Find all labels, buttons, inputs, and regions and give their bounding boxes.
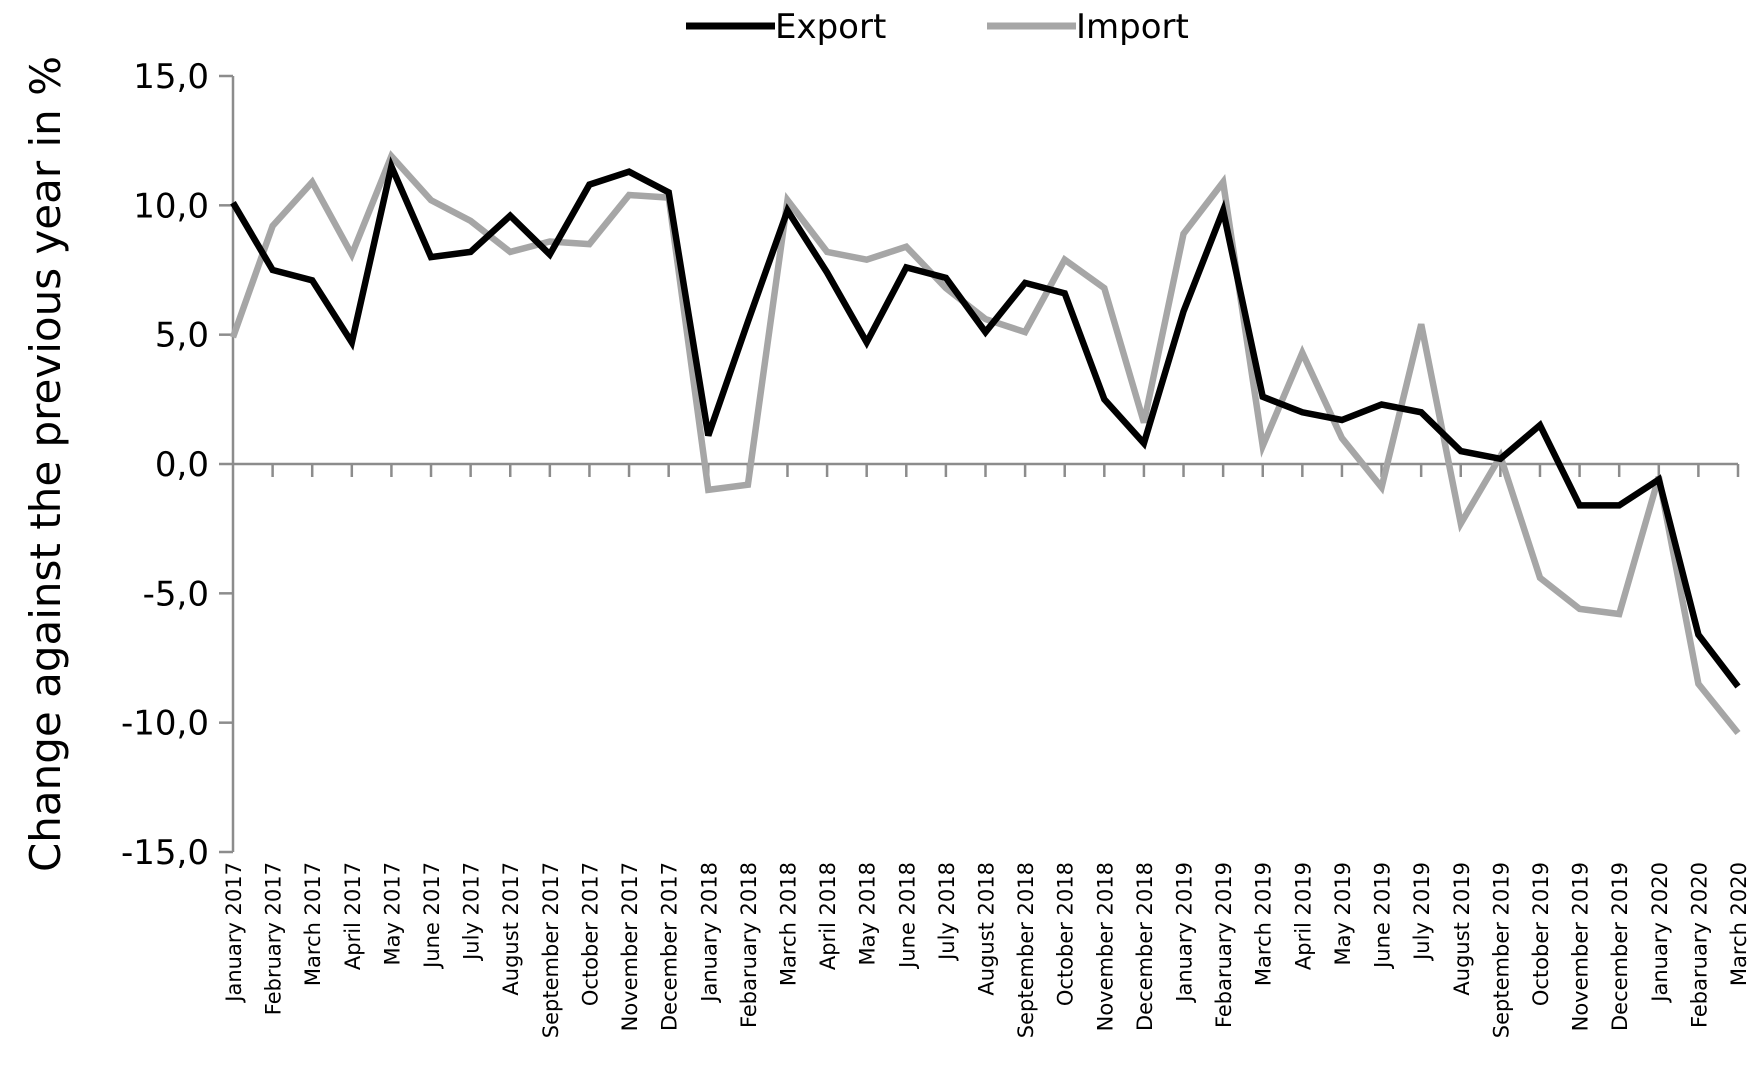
- x-tick-label: October 2017: [578, 862, 602, 1006]
- legend-item-import: Import: [987, 7, 1189, 47]
- x-tick-label: Febaruary 2018: [737, 862, 761, 1028]
- y-tick-label: 10,0: [133, 186, 209, 226]
- x-tick-label: November 2018: [1093, 862, 1117, 1031]
- x-tick-label: September 2018: [1014, 862, 1038, 1038]
- y-tick-label: 0,0: [155, 445, 209, 485]
- x-tick-label: May 2019: [1331, 862, 1355, 966]
- x-tick-label: Febaruary 2020: [1687, 862, 1711, 1028]
- x-tick-label: August 2019: [1450, 862, 1474, 996]
- x-tick-label: July 2018: [935, 862, 959, 962]
- x-tick-label: September 2017: [539, 862, 563, 1038]
- series-line-export: [230, 156, 1741, 689]
- y-tick-label: -15,0: [121, 833, 209, 873]
- x-tick-label: October 2018: [1054, 862, 1078, 1006]
- y-axis: 15,0 10,0 5,0 0,0 -5,0 -10,0 -15,0: [121, 57, 235, 873]
- x-tick-label: March 2018: [776, 862, 800, 986]
- x-tick-label: December 2017: [658, 862, 682, 1031]
- x-tick-label: November 2019: [1569, 862, 1593, 1031]
- x-tick-label: July 2019: [1410, 862, 1434, 962]
- x-tick-label: February 2017: [262, 862, 286, 1015]
- x-tick-label: September 2019: [1489, 862, 1513, 1038]
- x-tick-label: March 2017: [301, 862, 325, 986]
- x-tick-label: January 2017: [222, 862, 246, 1004]
- x-tick-label: January 2019: [1173, 862, 1197, 1004]
- x-axis: January 2017 February 2017 March 2017 April…: [222, 462, 1751, 1038]
- x-tick-label: January 2018: [697, 862, 721, 1004]
- y-tick-label: -5,0: [143, 574, 209, 614]
- x-tick-label: June 2018: [895, 862, 919, 970]
- x-tick-label: October 2019: [1529, 862, 1553, 1006]
- x-tick-label: July 2017: [460, 862, 484, 962]
- legend: Export Import: [686, 7, 1189, 47]
- x-tick-label: August 2017: [499, 862, 523, 996]
- y-tick-label: 5,0: [155, 316, 209, 356]
- x-tick-label: August 2018: [975, 862, 999, 996]
- y-axis-label: Change against the previous year in %: [21, 56, 70, 872]
- x-tick-label: May 2017: [380, 862, 404, 966]
- x-tick-label: January 2020: [1648, 862, 1672, 1004]
- x-tick-label: April 2019: [1291, 862, 1315, 970]
- legend-label: Export: [775, 7, 886, 47]
- x-tick-label: Febaruary 2019: [1212, 862, 1236, 1028]
- x-tick-label: November 2017: [618, 862, 642, 1031]
- x-tick-label: March 2019: [1252, 862, 1276, 986]
- x-tick-label: June 2019: [1371, 862, 1395, 970]
- y-tick-label: -10,0: [121, 704, 209, 744]
- legend-item-export: Export: [686, 7, 886, 47]
- y-tick-label: 15,0: [133, 57, 209, 97]
- legend-label: Import: [1076, 7, 1189, 47]
- x-tick-label: April 2017: [341, 862, 365, 970]
- x-tick-label: May 2018: [856, 862, 880, 966]
- x-tick-label: April 2018: [816, 862, 840, 970]
- series-layer: [229, 150, 1741, 736]
- x-tick-label: December 2019: [1608, 862, 1632, 1031]
- x-tick-label: March 2020: [1727, 862, 1751, 986]
- x-tick-label: June 2017: [420, 862, 444, 970]
- x-tick-label: December 2018: [1133, 862, 1157, 1031]
